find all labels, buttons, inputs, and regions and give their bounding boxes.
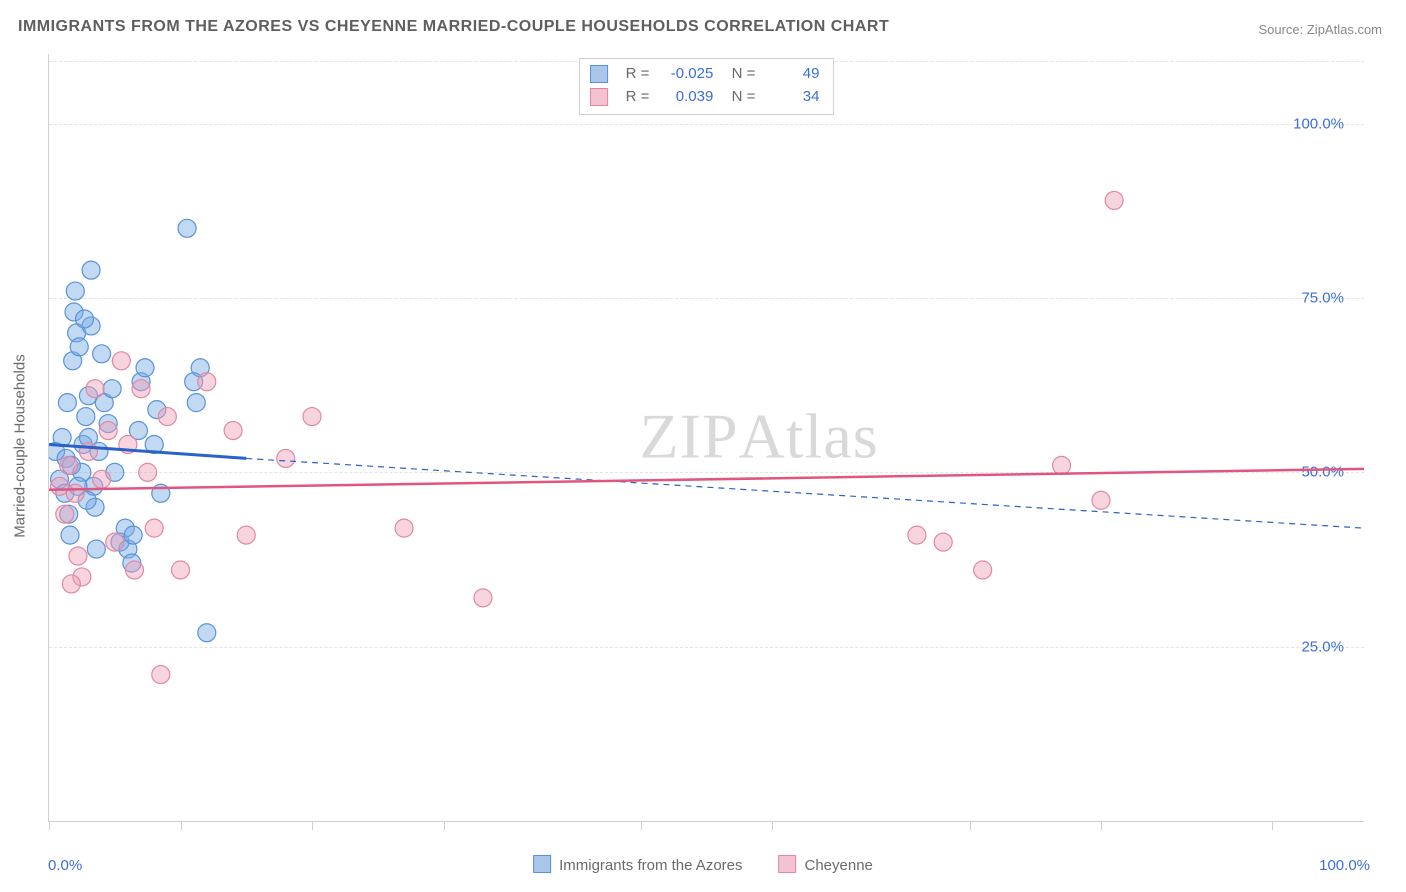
data-point (198, 624, 216, 642)
data-point (152, 666, 170, 684)
data-point (132, 380, 150, 398)
swatch-cheyenne (590, 88, 608, 106)
x-axis-min: 0.0% (48, 857, 82, 874)
r-label: R = (626, 86, 650, 109)
data-point (474, 589, 492, 607)
legend-row-azores: R = -0.025 N = 49 (590, 63, 820, 86)
data-point (395, 519, 413, 537)
x-axis-max: 100.0% (1319, 857, 1370, 874)
n-label: N = (723, 86, 755, 109)
x-tick (181, 821, 182, 830)
data-point (158, 408, 176, 426)
data-point (1105, 191, 1123, 209)
x-tick (1101, 821, 1102, 830)
data-point (1053, 456, 1071, 474)
y-axis-label: Married-couple Households (12, 354, 29, 537)
x-tick (49, 821, 50, 830)
bottom-legend: Immigrants from the Azores Cheyenne (533, 855, 873, 874)
legend-label-cheyenne: Cheyenne (805, 857, 873, 874)
data-point (934, 533, 952, 551)
data-point (103, 380, 121, 398)
legend-item-azores: Immigrants from the Azores (533, 855, 742, 874)
r-label: R = (626, 63, 650, 86)
data-point (62, 575, 80, 593)
data-point (224, 422, 242, 440)
scatter-plot (49, 54, 1364, 821)
data-point (974, 561, 992, 579)
data-point (124, 526, 142, 544)
data-point (69, 547, 87, 565)
data-point (60, 456, 78, 474)
data-point (136, 359, 154, 377)
legend-item-cheyenne: Cheyenne (779, 855, 873, 874)
data-point (198, 373, 216, 391)
r-value-azores: -0.025 (659, 63, 713, 86)
data-point (66, 282, 84, 300)
data-point (145, 519, 163, 537)
data-point (93, 345, 111, 363)
data-point (139, 463, 157, 481)
data-point (93, 470, 111, 488)
data-point (77, 408, 95, 426)
data-point (58, 394, 76, 412)
chart-title: IMMIGRANTS FROM THE AZORES VS CHEYENNE M… (18, 18, 889, 36)
data-point (99, 422, 117, 440)
data-point (86, 380, 104, 398)
x-tick (444, 821, 445, 830)
data-point (87, 540, 105, 558)
data-point (112, 352, 130, 370)
data-point (70, 338, 88, 356)
data-point (106, 533, 124, 551)
x-tick (772, 821, 773, 830)
data-point (1092, 491, 1110, 509)
correlation-legend: R = -0.025 N = 49 R = 0.039 N = 34 (579, 58, 835, 115)
swatch-icon (779, 855, 797, 873)
trendline (49, 469, 1364, 490)
data-point (172, 561, 190, 579)
n-label: N = (723, 63, 755, 86)
trendline (246, 458, 1364, 528)
data-point (66, 484, 84, 502)
r-value-cheyenne: 0.039 (659, 86, 713, 109)
x-tick (970, 821, 971, 830)
data-point (237, 526, 255, 544)
legend-row-cheyenne: R = 0.039 N = 34 (590, 86, 820, 109)
swatch-icon (533, 855, 551, 873)
chart-area: ZIPAtlas R = -0.025 N = 49 R = 0.039 N =… (48, 54, 1364, 822)
x-tick (641, 821, 642, 830)
data-point (79, 442, 97, 460)
data-point (61, 526, 79, 544)
swatch-azores (590, 65, 608, 83)
data-point (178, 219, 196, 237)
legend-label-azores: Immigrants from the Azores (559, 857, 742, 874)
data-point (82, 261, 100, 279)
data-point (908, 526, 926, 544)
n-value-cheyenne: 34 (765, 86, 819, 109)
data-point (277, 449, 295, 467)
data-point (56, 505, 74, 523)
data-point (125, 561, 143, 579)
x-tick (312, 821, 313, 830)
n-value-azores: 49 (765, 63, 819, 86)
data-point (76, 310, 94, 328)
data-point (187, 394, 205, 412)
x-tick (1272, 821, 1273, 830)
source-label: Source: ZipAtlas.com (1258, 22, 1382, 37)
data-point (303, 408, 321, 426)
